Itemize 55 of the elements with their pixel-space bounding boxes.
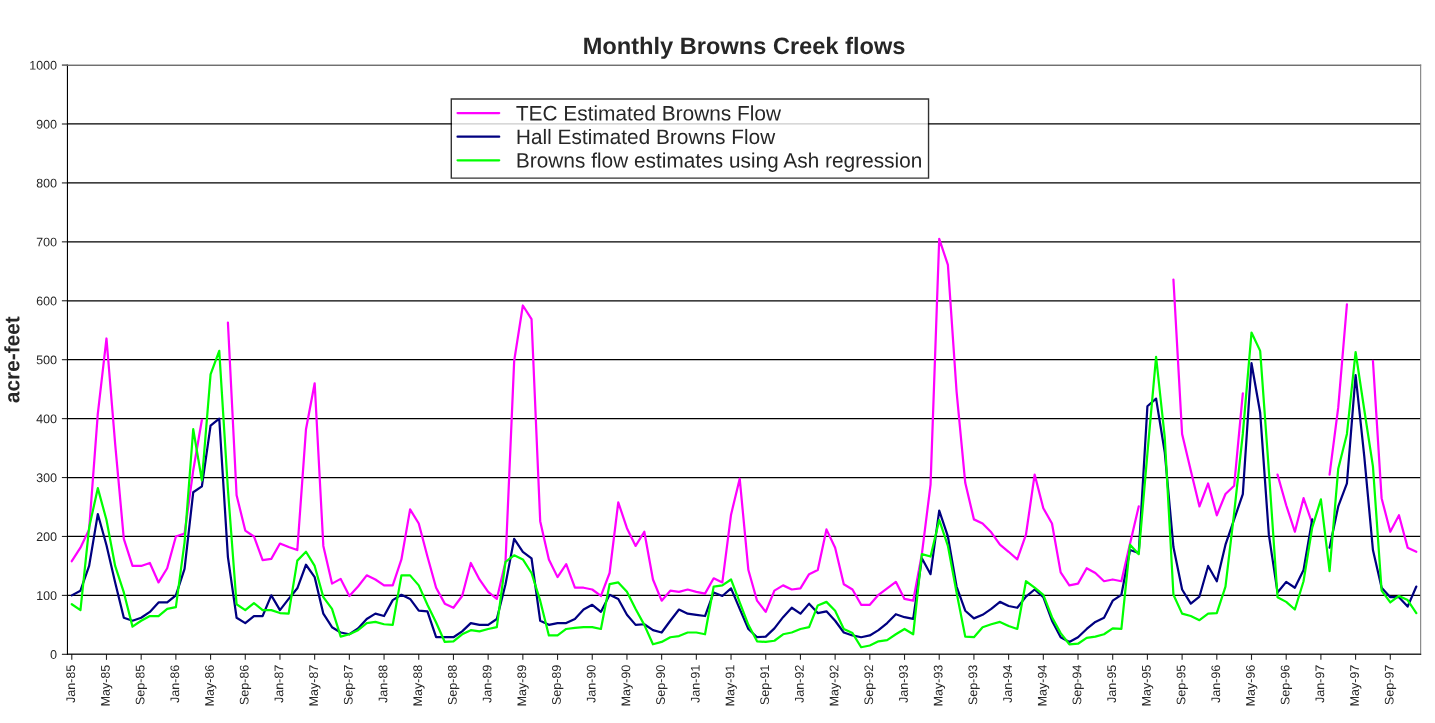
x-tick-label: Sep-93 xyxy=(968,665,980,705)
y-tick-label: 200 xyxy=(36,532,57,542)
x-tick-label: Jan-94 xyxy=(1003,665,1012,703)
y-tick-label: 800 xyxy=(36,178,57,188)
x-tick-label: May-85 xyxy=(100,665,113,706)
x-tick-label: May-96 xyxy=(1246,665,1258,706)
x-tick-label: May-93 xyxy=(933,665,946,706)
x-tick-label: Sep-91 xyxy=(760,665,772,705)
y-axis-title: acre-feet xyxy=(4,316,20,403)
y-tick-label: 100 xyxy=(37,591,57,601)
x-tick-label: Jan-95 xyxy=(1107,665,1117,703)
x-tick-label: Jan-90 xyxy=(586,665,596,703)
x-tick-label: Sep-92 xyxy=(864,665,876,705)
x-tick-label: Sep-88 xyxy=(447,665,460,705)
x-tick-label: Jan-93 xyxy=(899,665,908,703)
y-tick-label: 300 xyxy=(36,473,57,483)
x-tick-label: Sep-90 xyxy=(656,665,668,705)
chart-title: Monthly Browns Creek flows xyxy=(584,36,905,59)
x-tick-label: Jan-89 xyxy=(482,665,492,703)
y-tick-label: 0 xyxy=(50,650,57,659)
x-tick-label: May-92 xyxy=(829,665,841,706)
x-tick-label: Sep-97 xyxy=(1384,665,1397,705)
y-tick-label: 600 xyxy=(36,296,57,306)
y-tick-label: 700 xyxy=(36,237,57,247)
x-tick-label: Jan-88 xyxy=(378,665,388,703)
x-tick-label: May-87 xyxy=(309,665,321,706)
x-tick-label: May-95 xyxy=(1141,665,1154,706)
x-tick-label: May-94 xyxy=(1037,665,1050,706)
y-tick-label: 400 xyxy=(36,414,57,424)
x-tick-label: Jan-97 xyxy=(1315,665,1325,703)
x-tick-label: Jan-85 xyxy=(66,665,76,703)
x-tick-label: Jan-96 xyxy=(1211,665,1221,703)
legend-label: Browns flow estimates using Ash regression xyxy=(517,152,921,172)
x-tick-label: May-97 xyxy=(1350,665,1362,706)
x-tick-label: May-88 xyxy=(413,665,425,706)
x-tick-label: Sep-96 xyxy=(1280,665,1293,705)
x-tick-label: Sep-95 xyxy=(1176,665,1188,705)
y-tick-label: 1000 xyxy=(30,60,57,70)
x-tick-label: Jan-87 xyxy=(274,665,284,703)
x-tick-label: Jan-91 xyxy=(690,665,700,703)
x-tick-label: Sep-86 xyxy=(239,665,252,705)
x-tick-label: May-89 xyxy=(517,665,529,706)
x-tick-label: Sep-94 xyxy=(1072,665,1084,705)
x-tick-label: Sep-87 xyxy=(343,665,356,705)
legend-label: TEC Estimated Browns Flow xyxy=(516,105,782,121)
x-tick-label: May-86 xyxy=(205,665,217,706)
x-tick-label: May-91 xyxy=(725,665,737,706)
x-tick-label: Sep-89 xyxy=(552,665,564,705)
y-tick-label: 900 xyxy=(36,119,57,129)
x-tick-label: May-90 xyxy=(621,665,633,706)
x-tick-label: Jan-92 xyxy=(794,665,804,703)
y-tick-label: 500 xyxy=(36,355,57,365)
legend-label: Hall Estimated Browns Flow xyxy=(517,128,776,145)
x-tick-label: Sep-85 xyxy=(135,665,147,705)
x-tick-label: Jan-86 xyxy=(170,665,180,703)
